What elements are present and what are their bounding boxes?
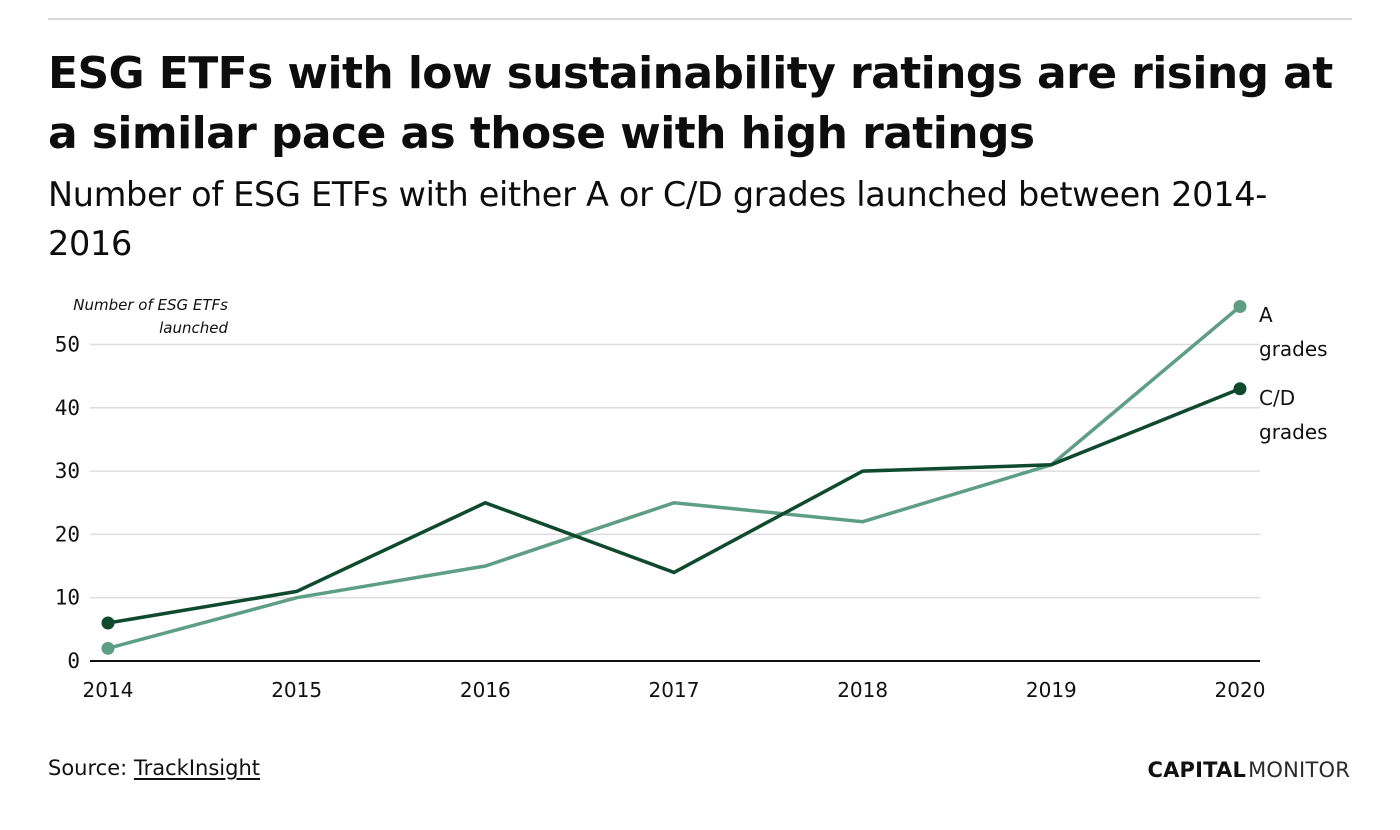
x-tick-label: 2020 [1215, 678, 1266, 702]
source-link[interactable]: TrackInsight [133, 756, 260, 780]
series-a-grades [101, 300, 1247, 655]
brand-capital: CAPITAL [1147, 758, 1247, 782]
data-point-marker [1233, 300, 1247, 314]
series-line [107, 387, 1241, 625]
y-tick-label: 10 [55, 586, 80, 610]
chart-title: ESG ETFs with low sustainability ratings… [48, 48, 1333, 159]
y-axis-label-line: Number of ESG ETFs [73, 296, 228, 314]
chart-subtitle: Number of ESG ETFs with either A or C/D … [48, 175, 1268, 263]
x-tick-label: 2018 [837, 678, 888, 702]
x-tick-label: 2014 [83, 678, 134, 702]
source-prefix: Source: [48, 756, 134, 780]
series-end-label: grades [1259, 420, 1328, 444]
y-tick-label: 0 [67, 649, 80, 673]
x-tick-label: 2019 [1026, 678, 1077, 702]
series-end-label: grades [1259, 337, 1328, 361]
data-point-marker [101, 641, 115, 655]
brand-logo: CAPITALMONITOR [1147, 758, 1350, 782]
y-axis-label-line: launched [159, 319, 228, 337]
brand-monitor: MONITOR [1248, 758, 1350, 782]
gridlines [90, 343, 1260, 599]
top-rule [48, 18, 1352, 20]
x-tick-label: 2017 [649, 678, 700, 702]
data-point-marker [1233, 382, 1247, 396]
x-tick-label: 2016 [460, 678, 511, 702]
source-note: Source: TrackInsight [48, 756, 260, 780]
y-tick-label: 20 [55, 522, 80, 546]
y-tick-label: 50 [55, 333, 80, 357]
x-tick-label: 2015 [271, 678, 322, 702]
x-axis-ticks: 2014 2015 2016 2017 2018 2019 2020 [83, 678, 1266, 702]
y-tick-label: 30 [55, 459, 80, 483]
y-tick-label: 40 [55, 396, 80, 420]
series [101, 300, 1247, 655]
y-axis-ticks: 0 10 20 30 40 50 [55, 333, 80, 674]
series-c-d-grades [101, 382, 1247, 630]
series-end-label: C/D [1259, 386, 1295, 410]
data-point-marker [101, 616, 115, 630]
y-axis-label: Number of ESG ETFs launched [73, 296, 228, 337]
series-end-label: A [1259, 303, 1273, 327]
